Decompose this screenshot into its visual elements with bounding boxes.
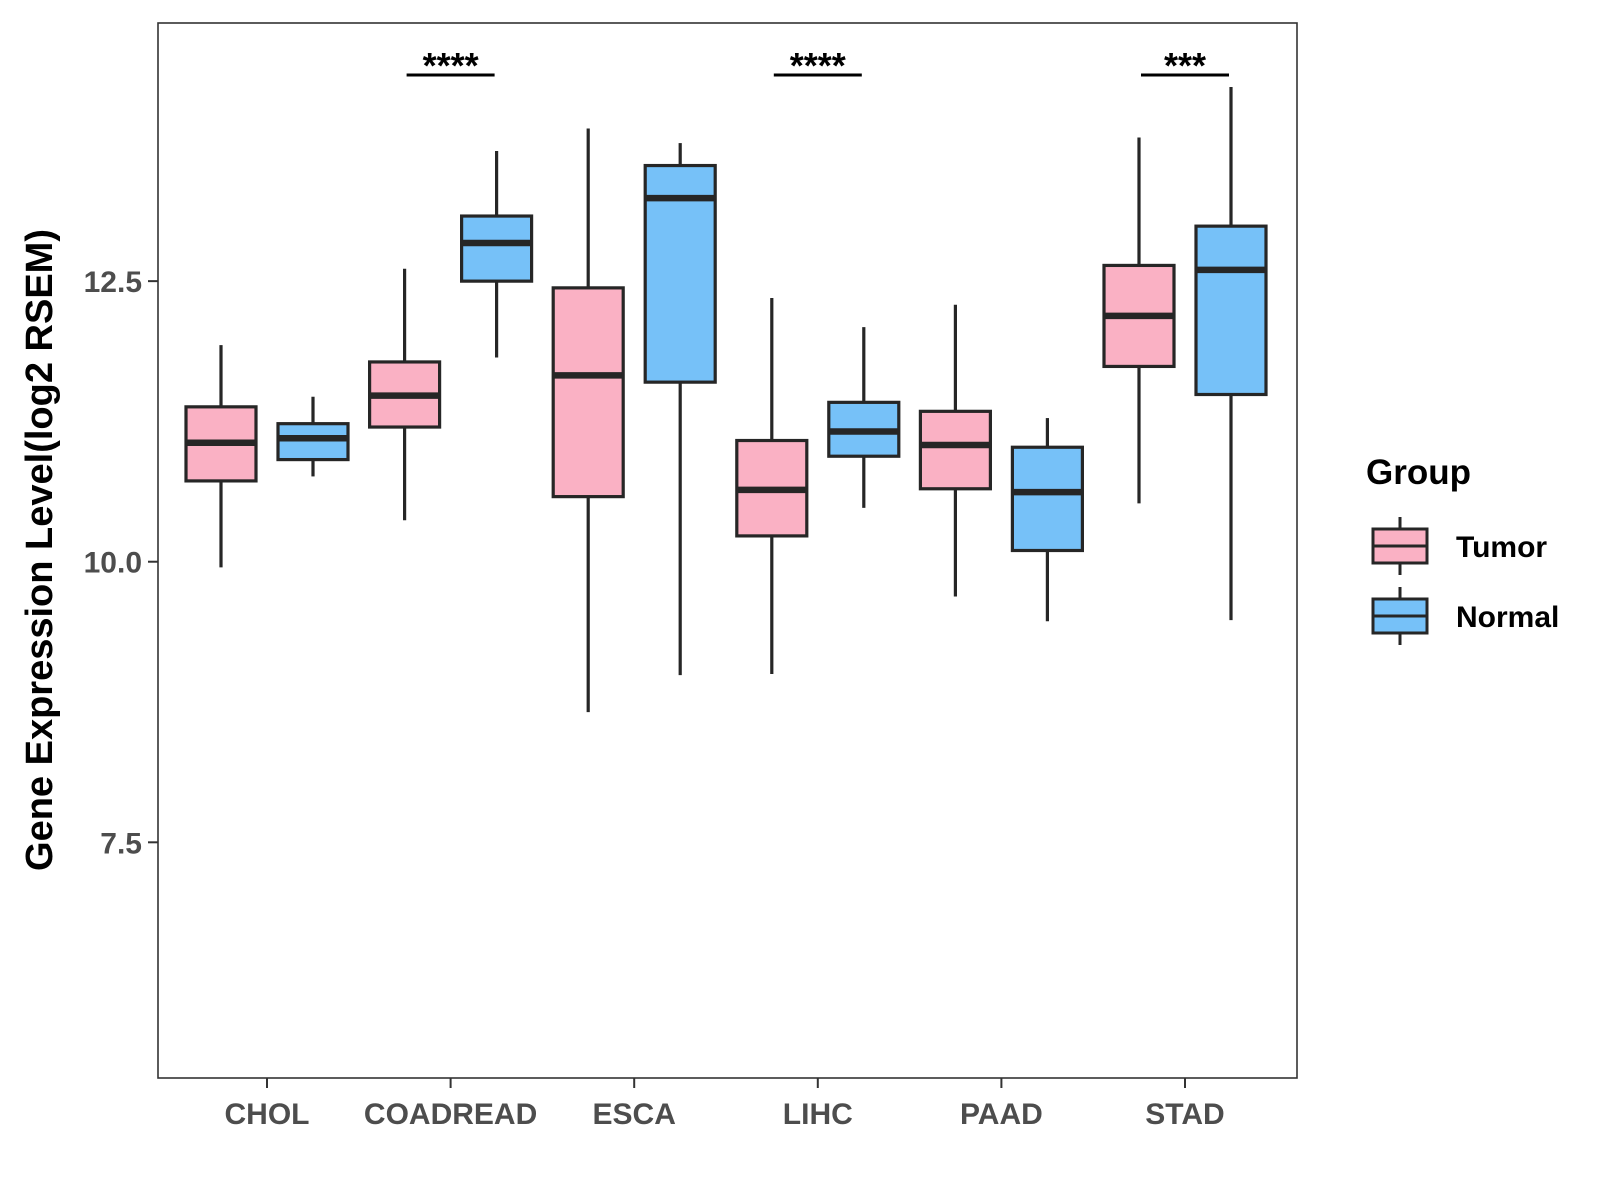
significance-stars: **** [790, 45, 846, 86]
box-iqr [276, 422, 350, 462]
significance-stad: *** [1141, 45, 1229, 86]
x-tick-label: LIHC [783, 1098, 853, 1131]
box-tumor-paad [918, 304, 993, 597]
legend: Group Tumor Normal [1366, 453, 1559, 645]
significance-coadread: **** [406, 45, 495, 86]
box-tumor-chol [184, 345, 258, 568]
box-normal-stad [1194, 86, 1268, 621]
box-iqr [1010, 445, 1085, 553]
x-tick-label: PAAD [960, 1098, 1043, 1131]
box-normal-coadread [460, 150, 534, 358]
y-axis: 7.5 10.0 12.5 [84, 266, 158, 860]
significance-lihc: **** [773, 45, 862, 86]
box-normal-esca [643, 143, 717, 676]
plot-panel [157, 22, 1298, 1079]
box-iqr [460, 214, 534, 283]
legend-label: Normal [1456, 601, 1559, 634]
significance-annotations: **** **** *** [406, 45, 1229, 86]
box-normal-chol [276, 396, 350, 477]
box-iqr [1194, 224, 1268, 397]
box-normal-lihc [827, 327, 901, 508]
y-axis-title: Gene Expression Level(log2 RSEM) [19, 229, 61, 871]
y-tick-label: 10.0 [84, 547, 142, 580]
box-tumor-esca [551, 128, 625, 713]
significance-stars: *** [1164, 45, 1206, 86]
legend-item-normal: Normal [1371, 587, 1559, 645]
box-iqr [551, 286, 625, 499]
x-axis: CHOL COADREAD ESCA LIHC PAAD STAD [225, 1078, 1225, 1131]
y-tick-label: 12.5 [84, 266, 142, 299]
box-tumor-lihc [735, 297, 809, 674]
legend-item-tumor: Tumor [1371, 517, 1547, 575]
box-layer [184, 86, 1268, 713]
legend-label: Tumor [1456, 531, 1547, 564]
box-normal-paad [1010, 418, 1085, 622]
significance-stars: **** [423, 45, 479, 86]
box-iqr [643, 163, 717, 384]
x-tick-label: CHOL [225, 1098, 310, 1131]
legend-title: Group [1366, 453, 1471, 492]
x-tick-label: ESCA [593, 1098, 676, 1131]
box-tumor-coadread [368, 268, 442, 521]
x-tick-label: COADREAD [364, 1098, 537, 1131]
y-tick-label: 7.5 [100, 827, 142, 860]
box-tumor-stad [1102, 137, 1176, 504]
box-iqr [918, 409, 993, 491]
x-tick-label: STAD [1145, 1098, 1224, 1131]
